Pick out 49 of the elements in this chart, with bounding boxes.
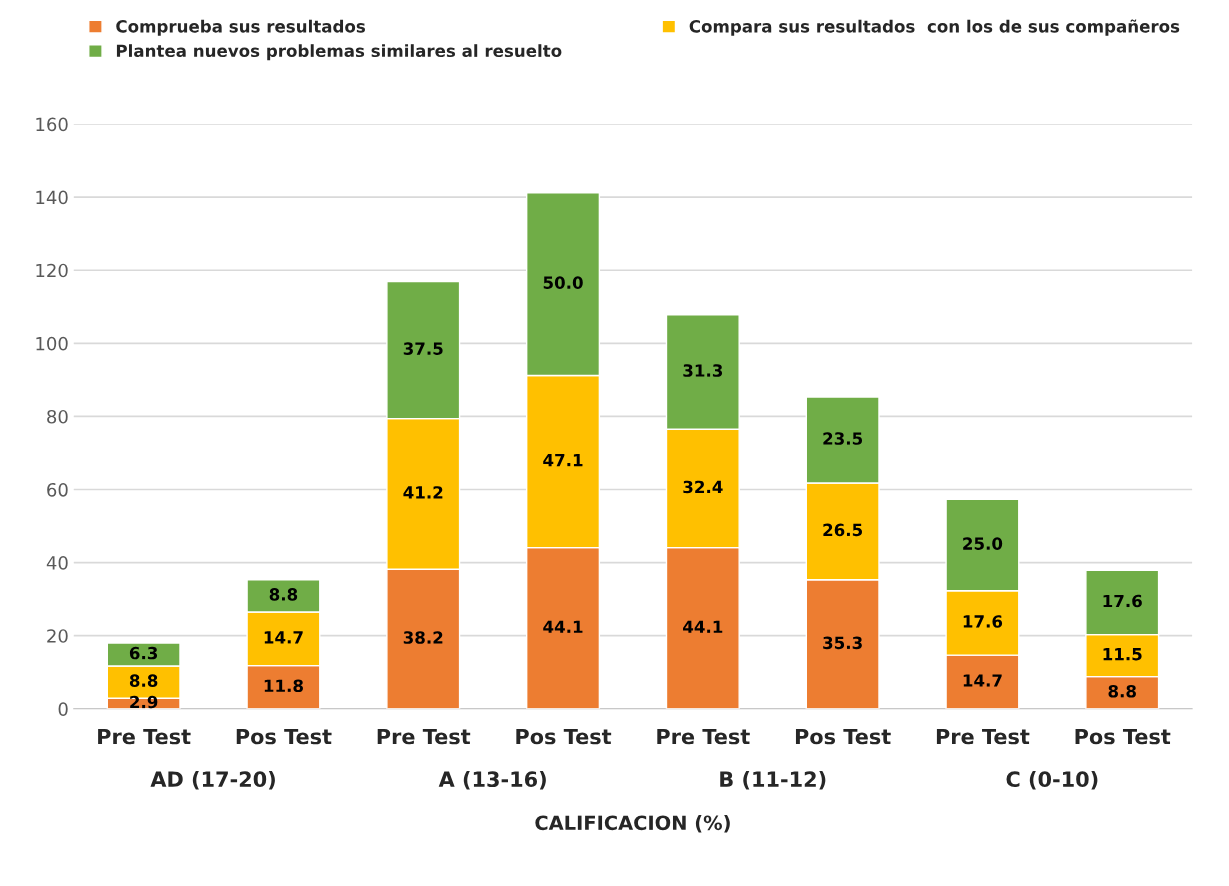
data-label: 8.8 (129, 674, 158, 687)
y-tick-label: 160 (36, 117, 68, 132)
data-label: 41.2 (403, 486, 443, 499)
y-tick-label: 60 (47, 482, 68, 497)
legend-label: Compara sus resultados con los de sus compañeros (689, 19, 1180, 36)
x-tick-label: Pre Test (377, 728, 471, 745)
data-label: 2.9 (130, 695, 158, 709)
data-label: 25.0 (963, 537, 1003, 550)
data-label: 14.7 (963, 674, 1002, 687)
x-tick-label: Pre Test (936, 728, 1030, 745)
data-label: 11.5 (1103, 648, 1142, 661)
data-label: 50.0 (543, 276, 583, 289)
data-label: 38.2 (403, 631, 443, 644)
data-label: 37.5 (403, 342, 443, 355)
data-label: 44.1 (543, 620, 583, 633)
data-label: 47.1 (543, 454, 583, 467)
legend-label: Plantea nuevos problemas similares al resuelto (116, 44, 562, 61)
data-label: 23.5 (823, 432, 863, 445)
data-label: 8.8 (269, 588, 298, 601)
data-label: 26.5 (823, 523, 863, 537)
y-tick-label: 80 (47, 409, 68, 424)
y-tick-label: 120 (36, 263, 68, 278)
data-label: 17.6 (963, 615, 1003, 628)
y-tick-label: 140 (36, 190, 68, 205)
y-tick-label: 0 (58, 702, 68, 716)
data-label: 44.1 (683, 620, 723, 633)
x-tick-label: Pos Test (795, 728, 891, 745)
data-label: 8.8 (1108, 684, 1136, 698)
text: C (0-10) (1006, 770, 1098, 790)
x-tick-label: Pos Test (236, 728, 332, 745)
x-tick-label: Pre Test (98, 728, 191, 745)
data-label: 6.3 (129, 646, 158, 660)
data-label: 17.6 (1103, 594, 1142, 608)
legend-label: Comprueba sus resultados (116, 19, 366, 36)
x-tick-label: Pre Test (657, 728, 750, 745)
x-tick-label: Pos Test (1075, 728, 1171, 745)
data-label: 11.8 (264, 679, 303, 693)
x-tick-label: Pos Test (516, 728, 612, 745)
data-label: 32.4 (683, 480, 723, 494)
text: A (13-16) (438, 770, 546, 790)
data-label: 14.7 (264, 631, 303, 644)
y-tick-label: 40 (46, 556, 68, 570)
text: B (11-12) (720, 770, 826, 790)
text: AD (17-20) (150, 770, 275, 790)
y-tick-label: 20 (47, 629, 68, 643)
x-axis-title: CALIFICACION (%) (535, 815, 730, 833)
y-tick-label: 100 (36, 336, 68, 351)
data-label: 35.3 (823, 636, 862, 650)
data-label: 31.3 (683, 364, 723, 377)
